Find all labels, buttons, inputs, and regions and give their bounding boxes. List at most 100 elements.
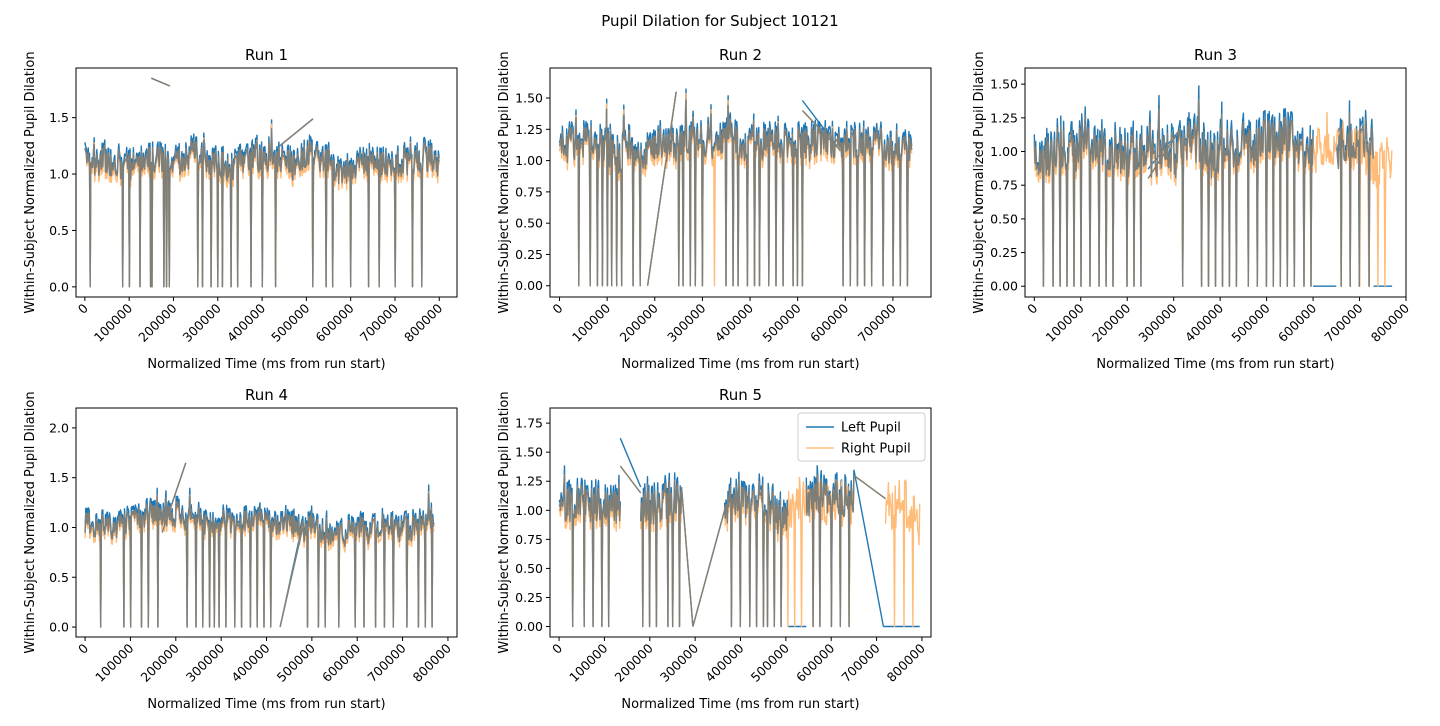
- y-tick-label: 0.5: [49, 570, 69, 585]
- y-tick-label: 1.25: [990, 110, 1018, 125]
- y-axis-label: Within-Subject Normalized Pupil Dilation: [23, 51, 38, 313]
- plot-area: [558, 88, 913, 287]
- plot-area: [84, 462, 435, 628]
- y-tick-label: 0.25: [990, 245, 1018, 260]
- y-tick-label: 0.25: [515, 590, 543, 605]
- axes-frame: [1024, 67, 1407, 298]
- x-tick-label: 400000: [702, 640, 746, 684]
- x-tick-label: 200000: [617, 300, 661, 344]
- x-tick-label: 600000: [793, 640, 837, 684]
- x-tick-label: 600000: [312, 300, 356, 344]
- legend-label: Left Pupil: [841, 421, 901, 436]
- y-axis-label: Within-Subject Normalized Pupil Dilation: [23, 391, 38, 653]
- x-tick-label: 200000: [1089, 300, 1133, 344]
- x-tick-label: 700000: [1321, 300, 1365, 344]
- x-tick-label: 300000: [657, 640, 701, 684]
- x-tick-label: 400000: [224, 300, 268, 344]
- subplot-run-1: Run 1 0.0 0.5 1.0 1.5 0 100000 200000 300000 4000…: [23, 46, 458, 372]
- y-tick-label: 0.0: [49, 279, 69, 294]
- plot-area: [558, 437, 921, 628]
- subplot-title: Run 5: [719, 386, 762, 404]
- x-tick-label: 200000: [135, 300, 179, 344]
- axes-root: Run 10.00.51.01.50 100000 200000 300000 4000…: [23, 46, 1412, 712]
- x-tick-label: 100000: [92, 640, 136, 684]
- x-tick-label: 300000: [180, 300, 224, 344]
- y-tick-label: 0.75: [515, 184, 543, 199]
- x-tick-label: 0: [75, 640, 91, 656]
- x-tick-label: 0: [549, 300, 565, 316]
- y-tick-label: 0.75: [990, 178, 1018, 193]
- y-tick-label: 1.25: [515, 474, 543, 489]
- y-tick-label: 0.50: [990, 211, 1018, 226]
- x-tick-label: 300000: [664, 300, 708, 344]
- y-tick-label: 1.75: [515, 416, 543, 431]
- x-tick-label: 100000: [91, 300, 135, 344]
- y-tick-label: 1.0: [49, 520, 69, 535]
- y-tick-label: 0.25: [515, 247, 543, 262]
- series-line-right-pupil: [84, 462, 435, 628]
- y-tick-label: 0.75: [515, 532, 543, 547]
- y-tick-label: 0.00: [515, 278, 543, 293]
- x-tick-label: 0: [1024, 300, 1040, 316]
- x-tick-label: 100000: [1043, 300, 1087, 344]
- subplot-title: Run 1: [245, 46, 288, 64]
- subplot-run-2: Run 2 0.00 0.25 0.50 0.75 1.00 1.25 1.50 0 100000…: [497, 46, 932, 372]
- x-tick-label: 700000: [838, 640, 882, 684]
- x-tick-label: 0: [75, 300, 91, 316]
- y-tick-label: 1.50: [515, 91, 543, 106]
- x-axis-label: Normalized Time (ms from run start): [1096, 357, 1334, 372]
- x-axis-label: Normalized Time (ms from run start): [621, 357, 859, 372]
- subplot-run-5: Run 5 0.00 0.25 0.50 0.75 1.00 1.25 1.50 1.75 0 10…: [497, 386, 932, 712]
- x-tick-label: 400000: [228, 640, 272, 684]
- legend-box: [797, 412, 926, 462]
- x-tick-label: 600000: [319, 640, 363, 684]
- x-tick-label: 300000: [183, 640, 227, 684]
- y-tick-label: 0.00: [990, 279, 1018, 294]
- x-tick-label: 0: [549, 640, 565, 656]
- legend-label: Right Pupil: [841, 442, 911, 457]
- x-tick-label: 800000: [884, 640, 928, 684]
- x-tick-label: 300000: [1135, 300, 1179, 344]
- legend: Left Pupil Right Pupil: [797, 412, 926, 462]
- series-line-overlap: [558, 91, 913, 287]
- y-tick-label: 1.50: [515, 445, 543, 460]
- series-line-overlap: [84, 462, 435, 628]
- x-tick-label: 400000: [1182, 300, 1226, 344]
- axes-frame: [549, 67, 932, 298]
- x-tick-label: 500000: [268, 300, 312, 344]
- figure-title: Pupil Dilation for Subject 10121: [601, 12, 838, 30]
- y-tick-label: 0.5: [49, 223, 69, 238]
- axes-frame: [75, 67, 458, 298]
- x-axis-label: Normalized Time (ms from run start): [147, 357, 385, 372]
- x-tick-label: 700000: [855, 300, 899, 344]
- y-tick-label: 1.00: [990, 144, 1018, 159]
- y-tick-label: 1.00: [515, 503, 543, 518]
- y-tick-label: 1.25: [515, 122, 543, 137]
- y-tick-label: 1.00: [515, 153, 543, 168]
- x-tick-label: 800000: [410, 640, 454, 684]
- x-tick-label: 700000: [357, 300, 401, 344]
- series-line-overlap: [84, 77, 440, 288]
- x-axis-label: Normalized Time (ms from run start): [621, 697, 859, 712]
- x-tick-label: 500000: [748, 640, 792, 684]
- subplot-run-4: Run 4 0.0 0.5 1.0 1.5 2.0 0 100000 200000 300000 4…: [23, 386, 458, 712]
- y-tick-label: 2.0: [49, 420, 69, 435]
- x-tick-label: 500000: [759, 300, 803, 344]
- y-axis-label: Within-Subject Normalized Pupil Dilation: [972, 51, 987, 313]
- subplot-title: Run 3: [1194, 46, 1237, 64]
- subplot-run-3: Run 3 0.00 0.25 0.50 0.75 1.00 1.25 1.50 0 100000…: [972, 46, 1412, 372]
- x-tick-label: 100000: [566, 640, 610, 684]
- series-line-overlap: [1033, 98, 1374, 287]
- series-line-left-pupil: [84, 462, 435, 628]
- y-tick-label: 0.0: [49, 620, 69, 635]
- y-tick-label: 1.5: [49, 110, 69, 125]
- x-axis-label: Normalized Time (ms from run start): [147, 697, 385, 712]
- x-tick-label: 500000: [1228, 300, 1272, 344]
- series-line-overlap: [558, 465, 887, 628]
- x-tick-label: 200000: [612, 640, 656, 684]
- y-tick-label: 1.0: [49, 167, 69, 182]
- y-tick-label: 0.50: [515, 216, 543, 231]
- x-tick-label: 100000: [569, 300, 613, 344]
- x-tick-label: 700000: [364, 640, 408, 684]
